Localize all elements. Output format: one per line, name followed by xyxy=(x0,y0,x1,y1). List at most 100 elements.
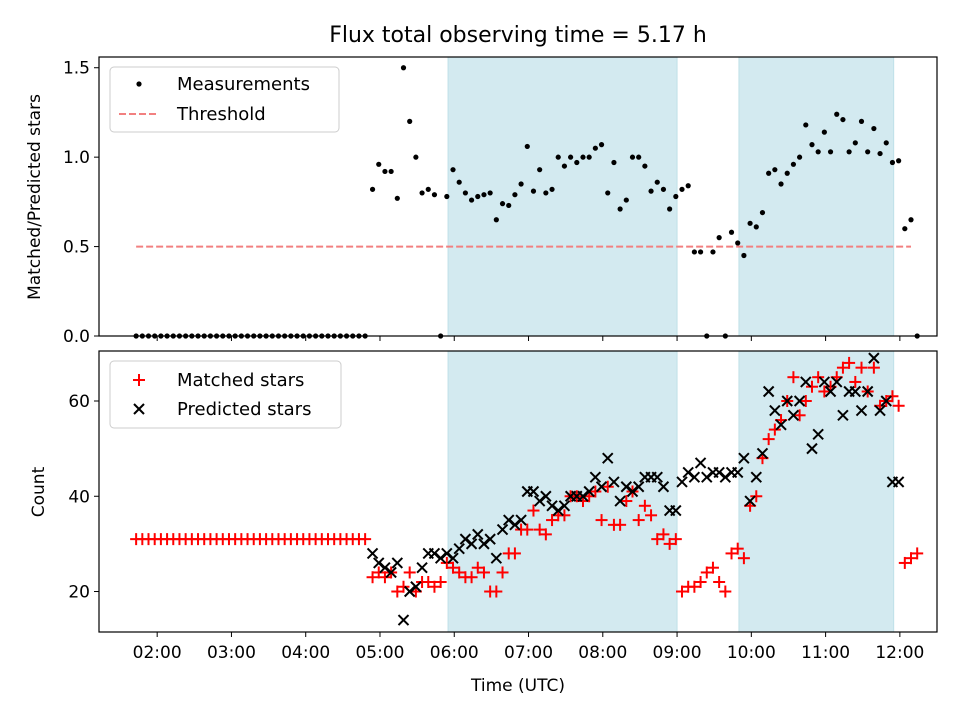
measurement-point xyxy=(400,65,407,71)
legend-label-measurements: Measurements xyxy=(177,74,310,95)
predicted-star-point xyxy=(800,376,812,388)
predicted-star-point xyxy=(403,585,416,598)
predicted-star-point xyxy=(744,495,756,507)
predicted-star-point xyxy=(793,395,806,407)
measurement-point xyxy=(518,181,524,187)
measurement-point xyxy=(537,167,543,173)
predicted-star-point xyxy=(694,457,707,469)
top-shaded-interval xyxy=(738,56,895,337)
measurement-point xyxy=(456,179,462,185)
matched-star-point xyxy=(700,566,713,579)
matched-star-point xyxy=(477,566,490,579)
top-panel-frame xyxy=(98,56,938,337)
measurement-point xyxy=(735,240,741,246)
predicted-star-point xyxy=(527,485,540,498)
matched-star-point xyxy=(372,566,385,579)
measurement-point xyxy=(413,154,419,160)
matched-star-point xyxy=(638,499,651,512)
predicted-star-point xyxy=(769,404,781,417)
bottom-legend: Matched stars Predicted stars xyxy=(109,360,342,429)
measurement-point xyxy=(896,158,902,164)
x-tick-label: 03:00 xyxy=(207,643,256,663)
measurement-point xyxy=(889,159,896,166)
measurement-point xyxy=(568,154,574,160)
predicted-star-point xyxy=(849,385,862,398)
matched-star-point xyxy=(793,409,806,422)
matched-star-point xyxy=(849,375,862,388)
predicted-star-point xyxy=(589,471,602,483)
matched-star-point xyxy=(836,361,849,374)
x-tick-label: 11:00 xyxy=(801,643,850,663)
legend-marker-matched xyxy=(133,374,145,386)
x-tick-label: 10:00 xyxy=(727,643,776,663)
predicted-star-point xyxy=(688,471,701,483)
matched-star-point xyxy=(465,571,478,584)
measurement-point xyxy=(852,140,858,146)
measurement-point xyxy=(772,167,778,173)
matched-star-point xyxy=(589,485,602,498)
measurement-point xyxy=(790,161,797,167)
matched-star-point xyxy=(867,361,880,374)
measurement-point xyxy=(784,170,790,176)
top-y-tick-label: 1.0 xyxy=(63,148,90,168)
matched-star-point xyxy=(706,561,719,574)
measurement-point xyxy=(902,226,908,232)
matched-star-point xyxy=(657,528,670,541)
predicted-star-point xyxy=(701,471,713,483)
predicted-star-point xyxy=(595,481,608,493)
measurement-point xyxy=(444,193,450,200)
measurement-point xyxy=(493,217,499,223)
measurement-point xyxy=(710,249,716,255)
measurement-point xyxy=(598,142,605,148)
matched-star-point xyxy=(366,571,379,584)
predicted-star-point xyxy=(892,476,905,488)
x-tick-label: 06:00 xyxy=(430,643,479,663)
predicted-star-point xyxy=(831,376,843,388)
x-tick-label: 08:00 xyxy=(578,643,627,663)
measurement-point xyxy=(846,149,852,155)
top-y-tick-label: 0.0 xyxy=(63,327,90,347)
matched-star-point xyxy=(632,514,645,527)
predicted-star-point xyxy=(441,547,453,560)
x-tick-label: 05:00 xyxy=(355,643,404,663)
measurement-point xyxy=(394,195,400,201)
measurement-point xyxy=(549,186,555,192)
predicted-star-point xyxy=(738,452,750,464)
matched-star-point xyxy=(750,490,763,503)
top-panel: 0.0 0.5 1.0 1.5 Matched/Predicted stars Mea… xyxy=(25,56,938,347)
measurement-point xyxy=(450,167,456,173)
matched-star-point xyxy=(812,371,825,384)
measurement-point xyxy=(586,154,592,160)
measurement-point xyxy=(561,163,568,169)
predicted-star-point xyxy=(484,533,496,545)
measurement-point xyxy=(648,188,654,194)
matched-star-point xyxy=(725,547,738,560)
matched-star-point xyxy=(855,361,868,374)
measurement-point xyxy=(815,149,821,155)
measurement-point xyxy=(728,229,735,235)
measurement-point xyxy=(369,186,376,192)
matched-star-point xyxy=(731,542,744,555)
predicted-star-point xyxy=(391,557,404,569)
measurement-point xyxy=(691,249,697,255)
measurement-point xyxy=(524,143,530,150)
matched-star-point xyxy=(422,575,435,588)
measurement-point xyxy=(629,154,636,160)
predicted-star-point xyxy=(583,485,595,498)
x-axis-label: Time (UTC) xyxy=(470,676,565,696)
matched-star-point xyxy=(527,504,540,517)
predicted-star-point xyxy=(546,500,558,512)
predicted-star-point xyxy=(614,495,626,507)
matched-star-point xyxy=(713,575,726,588)
x-tick-label: 02:00 xyxy=(133,643,182,663)
measurement-point xyxy=(605,190,611,196)
measurement-point xyxy=(388,168,394,175)
matched-star-point xyxy=(905,552,918,565)
bot-y-tick-label: 60 xyxy=(68,392,90,412)
measurement-point xyxy=(840,116,846,123)
matched-star-point xyxy=(787,371,800,384)
matched-star-point xyxy=(762,433,775,446)
matched-star-point xyxy=(737,552,750,565)
bottom-y-axis-label: Count xyxy=(29,466,49,517)
predicted-star-point xyxy=(713,466,725,479)
